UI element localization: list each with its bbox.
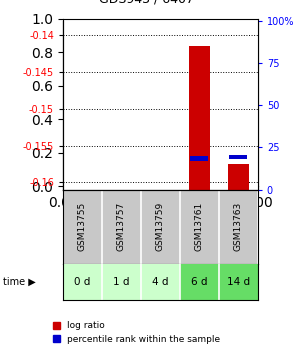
Bar: [102, 264, 141, 300]
Bar: [180, 264, 219, 300]
Text: GSM13763: GSM13763: [234, 202, 243, 252]
Bar: [219, 264, 258, 300]
Bar: [190, 156, 209, 161]
Text: 1 d: 1 d: [113, 277, 130, 287]
Bar: [228, 164, 249, 190]
Text: GDS943 / 6407: GDS943 / 6407: [99, 0, 194, 5]
Legend: log ratio, percentile rank within the sample: log ratio, percentile rank within the sa…: [53, 322, 220, 344]
Bar: [141, 264, 180, 300]
Text: 0 d: 0 d: [74, 277, 91, 287]
Text: 4 d: 4 d: [152, 277, 169, 287]
Text: time ▶: time ▶: [3, 277, 36, 287]
Bar: [229, 155, 248, 159]
Text: GSM13757: GSM13757: [117, 202, 126, 252]
Text: 6 d: 6 d: [191, 277, 208, 287]
Text: 14 d: 14 d: [227, 277, 250, 287]
Text: GSM13759: GSM13759: [156, 202, 165, 252]
Text: GSM13755: GSM13755: [78, 202, 87, 252]
Bar: [189, 47, 210, 190]
Bar: [63, 264, 102, 300]
Text: GSM13761: GSM13761: [195, 202, 204, 252]
